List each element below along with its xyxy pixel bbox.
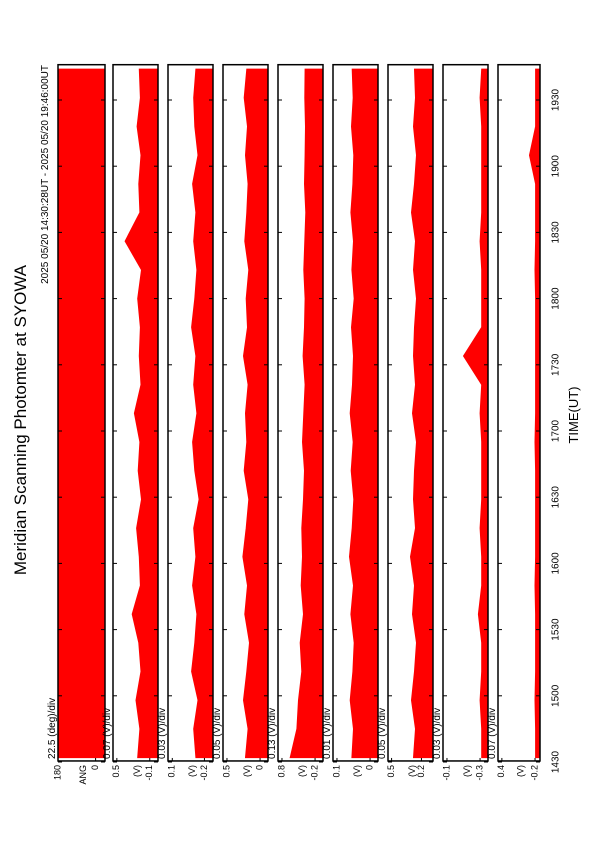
y-tick-label: -0.2 [199, 765, 209, 781]
signal-area [57, 68, 106, 759]
panel-label: (V) [462, 765, 472, 777]
y-tick-label: -0.1 [441, 765, 451, 781]
panel-label: (V) [515, 765, 525, 777]
signal-area [409, 68, 434, 759]
panel-label: (V) [297, 765, 307, 777]
y-tick-label: -0.2 [309, 765, 319, 781]
panel-border [112, 63, 159, 762]
time-range: 2025 05/20 14:30:28UT - 2025 05/20 19:46… [40, 65, 51, 284]
chart-title: Meridian Scanning Photomter at SYOWA [11, 264, 30, 575]
y-tick-label: 180 [52, 765, 62, 780]
panel-label: (V) [242, 765, 252, 777]
y-tick-label: -0.2 [529, 765, 539, 781]
panel-label: (V) [352, 765, 362, 777]
scale-label: 0.03 (V)/div [157, 708, 168, 759]
x-axis-label: TIME(UT) [566, 386, 581, 443]
panel-border [57, 63, 106, 762]
x-tick-label: 1600 [551, 552, 562, 575]
x-tick-label: 1430 [551, 750, 562, 773]
scale-label: 0.07 (V)/div [102, 708, 113, 759]
panel-border [497, 63, 541, 762]
signal-area [462, 68, 489, 759]
panel-label: (V) [407, 765, 417, 777]
scale-label: 0.05 (V)/div [377, 708, 388, 759]
y-tick-label: -0.3 [474, 765, 484, 781]
x-tick-label: 1930 [551, 88, 562, 111]
x-tick-label: 1800 [551, 287, 562, 310]
y-tick-label: -0.1 [144, 765, 154, 781]
scale-label: 0.13 (V)/div [267, 708, 278, 759]
x-tick-label: 1730 [551, 353, 562, 376]
signal-area [242, 68, 269, 759]
panel-label: (V) [132, 765, 142, 777]
panel-border [277, 63, 324, 762]
y-tick-label: 0 [364, 765, 374, 770]
panel-label: (V) [187, 765, 197, 777]
y-tick-label: 0.5 [111, 765, 121, 778]
panel-label: ANG [78, 765, 88, 785]
y-tick-label: 0.5 [386, 765, 396, 778]
panel-border [442, 63, 489, 762]
y-tick-label: 0.2 [416, 765, 426, 778]
rotated-frame: Meridian Scanning Photomter at SYOWA 202… [11, 63, 581, 785]
y-tick-label: 0 [90, 765, 100, 770]
x-tick-label: 1700 [551, 419, 562, 442]
y-tick-label: 0.5 [221, 765, 231, 778]
scale-label: 0.01 (V)/div [322, 708, 333, 759]
signal-area [528, 68, 541, 759]
x-tick-label: 1900 [551, 155, 562, 178]
y-tick-label: 0 [254, 765, 264, 770]
y-tick-label: 0.1 [167, 765, 177, 778]
scale-label: 0.03 (V)/div [432, 708, 443, 759]
scale-label: 0.07 (V)/div [487, 708, 498, 759]
panel-border [167, 63, 214, 762]
y-tick-label: 0.1 [331, 765, 341, 778]
panel-border [222, 63, 269, 762]
signal-area [289, 68, 324, 759]
y-tick-label: 0.8 [276, 765, 286, 778]
x-tick-label: 1500 [551, 684, 562, 707]
scale-label: 0.05 (V)/div [212, 708, 223, 759]
y-tick-label: 0.4 [496, 765, 506, 778]
panel-frame [443, 64, 488, 761]
signal-area [191, 68, 214, 759]
x-tick-label: 1530 [551, 618, 562, 641]
x-tick-label: 1830 [551, 221, 562, 244]
signal-area [348, 68, 379, 759]
panel-frame [498, 64, 540, 761]
x-tick-label: 1630 [551, 486, 562, 509]
panel-border [332, 63, 379, 762]
scale-label: 22.5 (deg)/div [47, 698, 58, 759]
signal-area [124, 68, 159, 759]
panel-border [387, 63, 434, 762]
